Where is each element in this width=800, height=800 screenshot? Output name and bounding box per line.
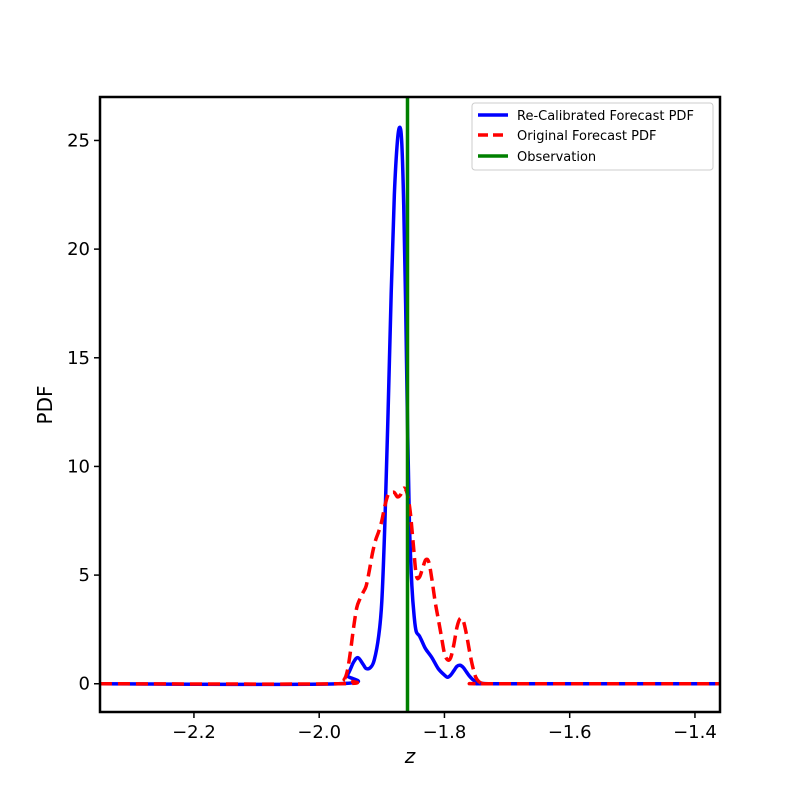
legend-label-observation: Observation bbox=[517, 150, 596, 165]
legend: Re-Calibrated Forecast PDF Original Fore… bbox=[471, 102, 714, 171]
recalibrated-forecast-line bbox=[100, 125, 720, 687]
x-axis-label: z bbox=[404, 744, 416, 768]
x-tick-label: −1.6 bbox=[548, 722, 592, 743]
x-tick-label: −1.8 bbox=[423, 722, 467, 743]
x-axis-ticks: −2.2 −2.0 −1.8 −1.6 −1.4 bbox=[172, 712, 717, 743]
x-tick-label: −1.4 bbox=[673, 722, 717, 743]
y-axis-label: PDF bbox=[33, 386, 57, 425]
legend-label-original: Original Forecast PDF bbox=[517, 129, 656, 144]
y-axis-ticks: 0 5 10 15 20 25 bbox=[67, 130, 100, 695]
x-tick-label: −2.2 bbox=[172, 722, 216, 743]
y-tick-label: 10 bbox=[67, 456, 90, 477]
original-forecast-line bbox=[100, 486, 720, 686]
y-tick-label: 0 bbox=[79, 674, 90, 695]
legend-label-recalibrated: Re-Calibrated Forecast PDF bbox=[517, 109, 694, 124]
y-tick-label: 15 bbox=[67, 348, 90, 369]
plot-frame bbox=[98, 95, 722, 714]
x-tick-label: −2.0 bbox=[297, 722, 341, 743]
y-tick-label: 5 bbox=[79, 565, 90, 586]
y-tick-label: 25 bbox=[67, 130, 90, 151]
y-tick-label: 20 bbox=[67, 239, 90, 260]
series-layer bbox=[100, 97, 720, 712]
legend-box bbox=[471, 102, 714, 171]
